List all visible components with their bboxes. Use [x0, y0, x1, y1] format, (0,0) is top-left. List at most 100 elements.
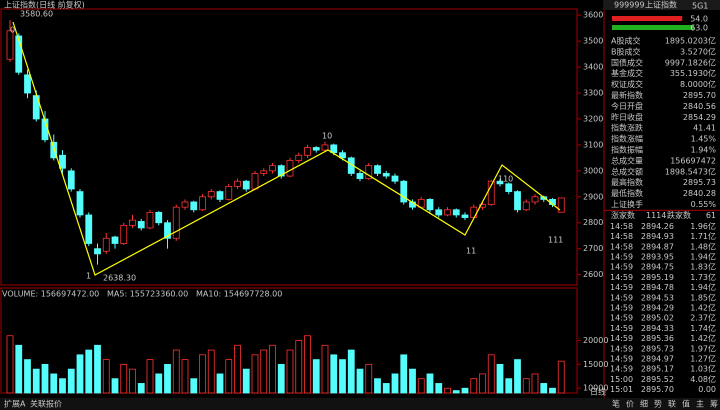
quote-value: 1895.0203亿 — [665, 36, 716, 46]
candle-body — [102, 237, 110, 252]
volume-bar — [155, 373, 163, 394]
candle-body — [522, 201, 530, 211]
candle-body — [435, 209, 443, 216]
candle-body — [444, 209, 451, 216]
wave-label: 1 — [86, 272, 91, 281]
tick-volume: 1.97亿 — [690, 343, 716, 353]
candle-body — [155, 211, 163, 224]
candle-body — [312, 147, 320, 151]
quote-label: 昨日收盘 — [611, 112, 643, 122]
y-tick-label: 2700 — [583, 244, 603, 253]
volume-bar — [6, 335, 14, 394]
high-label: 3580.60 — [20, 10, 53, 19]
tick-price: 2895.02 — [641, 314, 674, 323]
candle-body — [269, 165, 276, 172]
y-tick-label: 3300 — [583, 89, 603, 98]
quote-value: 2895.70 — [683, 91, 716, 100]
volume-bar — [461, 387, 469, 394]
tick-volume: 1.94亿 — [690, 282, 716, 292]
tab[interactable]: 联 — [668, 400, 676, 409]
volume-bar — [50, 373, 58, 394]
candle-body — [295, 154, 303, 161]
candle-body — [391, 175, 399, 182]
quote-value: 2840.28 — [683, 189, 716, 198]
volume-bar — [137, 383, 145, 394]
tick-volume: 1.71亿 — [690, 231, 716, 241]
toolbar — [0, 398, 720, 410]
wave-label: 10 — [322, 132, 332, 141]
quote-label: 总成交额 — [611, 166, 643, 176]
volume-bar — [242, 368, 250, 394]
tab[interactable]: 筹 — [710, 399, 718, 409]
volume-bar — [295, 340, 303, 394]
y-tick-label: 2900 — [583, 192, 603, 201]
candle-body — [461, 214, 469, 218]
volume-bar — [435, 383, 443, 394]
candle-body — [505, 183, 513, 193]
quote-header — [604, 0, 720, 10]
tab[interactable]: 细 — [640, 399, 648, 409]
quote-label: 指数振幅 — [611, 145, 643, 155]
quote-label: 国债成交 — [611, 57, 643, 67]
candle-body — [111, 236, 119, 244]
volume-bar — [15, 344, 23, 394]
candle-body — [94, 248, 101, 255]
tick-price: 2894.75 — [641, 263, 674, 272]
tab[interactable]: 价 — [626, 400, 634, 409]
tick-price: 2895.52 — [641, 375, 674, 384]
candle-body — [330, 144, 338, 154]
volume-bar — [400, 354, 408, 394]
tab[interactable]: 笔 — [612, 399, 620, 409]
tick-price: 2895.73 — [641, 344, 674, 353]
tab[interactable]: 主 — [696, 399, 704, 409]
tick-time: 14:59 — [610, 253, 633, 262]
candle-body — [164, 222, 171, 239]
quote-value: 9997.1826亿 — [665, 57, 716, 67]
candle-body — [470, 206, 478, 218]
volume-bar — [339, 359, 346, 394]
tab[interactable]: 值 — [682, 399, 690, 409]
quote-label: 指数涨幅 — [611, 134, 643, 144]
volume-bar — [549, 387, 556, 394]
chart-title: 上证指数(日线 前复权) — [4, 0, 85, 10]
candle-body — [251, 173, 259, 190]
tick-price: 2894.97 — [641, 355, 674, 364]
tick-volume: 1.42亿 — [690, 303, 716, 313]
quote-label: 指数涨跌 — [611, 123, 643, 133]
y-tick-label: 3600 — [583, 11, 603, 20]
quote-value: 2895.73 — [683, 178, 716, 187]
candle-body — [76, 191, 84, 216]
volume-bar — [129, 368, 136, 394]
volume-bar — [94, 344, 101, 394]
candle-body — [487, 180, 495, 205]
volume-bar — [59, 378, 66, 394]
candle-body — [146, 211, 154, 229]
tick-volume: 1.42亿 — [690, 333, 716, 343]
quote-label: 今日开盘 — [611, 101, 643, 111]
tick-time: 14:59 — [610, 314, 633, 323]
candle-body — [304, 147, 311, 156]
tick-price: 2894.29 — [641, 304, 674, 313]
breadth-item: 61 — [706, 211, 716, 220]
volume-bar — [199, 354, 206, 394]
tab[interactable]: 势 — [654, 399, 662, 409]
candle-body — [365, 165, 373, 180]
quote-value: 41.41 — [693, 124, 716, 133]
quote-label: 上证换手 — [611, 199, 643, 209]
volume-bar — [102, 359, 110, 394]
volume-bar — [514, 359, 521, 394]
volume-bar — [251, 354, 259, 394]
quote-label: 基金成交 — [611, 68, 643, 78]
toolbar-button[interactable]: 扩展A — [4, 399, 26, 409]
tick-volume: 1.03亿 — [690, 364, 716, 374]
volume-bar — [426, 373, 434, 394]
candle-body — [15, 35, 23, 73]
quote-value: 1898.5473亿 — [665, 166, 716, 176]
volume-bar — [277, 363, 285, 394]
candle-body — [172, 206, 180, 239]
quote-label: 最新指数 — [611, 90, 643, 100]
volume-bar — [216, 373, 224, 394]
toolbar-button[interactable]: 关联报价 — [30, 399, 62, 409]
